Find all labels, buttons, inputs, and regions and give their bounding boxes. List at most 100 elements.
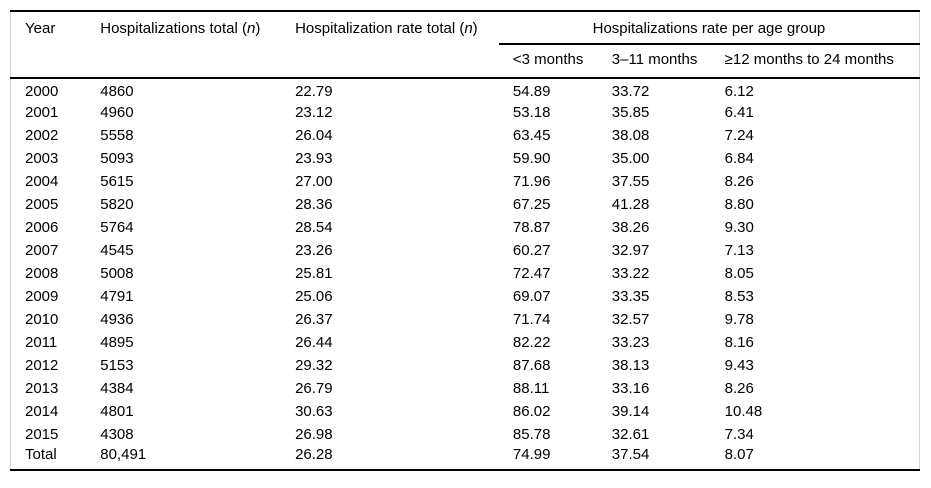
cell-hospitalizations-total: 5558	[100, 127, 134, 144]
table-row: 2010 4936 26.37 71.74 32.57 9.78	[11, 308, 920, 331]
cell-hospitalization-rate-total: 23.26	[295, 242, 333, 259]
cell-rate-under-3-months: 71.96	[512, 173, 551, 190]
cell-hospitalization-rate-total: 26.79	[295, 380, 333, 397]
table-body: 2000 4860 22.79 54.89 33.72 6.12 2001 4960 23.12…	[11, 78, 920, 470]
cell-rate-12-to-24-months: 8.53	[724, 288, 754, 305]
cell-rate-under-3-months: 67.25	[512, 196, 551, 213]
header-row-sub: <3 months 3–11 months ≥12 months to 24 m…	[11, 44, 920, 79]
cell-rate-3-11-months: 32.57	[611, 311, 650, 328]
cell-year: 2009	[25, 288, 59, 305]
table-header: Year Hospitalizations total (n) Hospital…	[10, 11, 920, 79]
cell-hospitalizations-total: 4308	[100, 426, 134, 443]
cell-rate-12-to-24-months: 8.16	[724, 334, 754, 351]
cell-year: 2013	[25, 380, 59, 397]
cell-rate-12-to-24-months: 6.41	[724, 104, 754, 121]
table-row: 2008 5008 25.81 72.47 33.22 8.05	[11, 262, 920, 285]
cell-rate-3-11-months: 35.85	[611, 104, 650, 121]
cell-hospitalizations-total: 5615	[100, 173, 134, 190]
table-row: 2012 5153 29.32 87.68 38.13 9.43	[11, 354, 920, 377]
cell-rate-under-3-months: 72.47	[512, 265, 551, 282]
cell-rate-12-to-24-months: 9.78	[724, 311, 754, 328]
cell-hospitalization-rate-total: 26.98	[295, 426, 333, 443]
column-header-hosp-total-n-italic: n	[246, 20, 256, 37]
cell-rate-under-3-months: 71.74	[512, 311, 551, 328]
column-header-12-24-months-label: ≥12 months to 24 months	[724, 51, 894, 68]
cell-rate-3-11-months: 33.72	[611, 83, 650, 100]
column-header-3-11-months-label: 3–11 months	[611, 51, 698, 68]
cell-hospitalizations-total: 80,491	[100, 446, 147, 463]
cell-hospitalizations-total: 5093	[100, 150, 134, 167]
table-row: 2015 4308 26.98 85.78 32.61 7.34	[11, 423, 920, 446]
cell-rate-3-11-months: 33.35	[611, 288, 650, 305]
column-group-header-age-group-label: Hospitalizations rate per age group	[592, 20, 826, 37]
cell-rate-3-11-months: 33.16	[611, 380, 650, 397]
cell-hospitalizations-total: 4384	[100, 380, 134, 397]
cell-year: 2000	[25, 83, 59, 100]
column-header-year: Year	[10, 11, 87, 79]
table-row: 2013 4384 26.79 88.11 33.16 8.26	[11, 377, 920, 400]
cell-rate-under-3-months: 88.11	[512, 380, 550, 397]
table-row: 2011 4895 26.44 82.22 33.23 8.16	[11, 331, 920, 354]
cell-hospitalizations-total: 4860	[100, 83, 134, 100]
cell-hospitalization-rate-total: 23.12	[295, 104, 333, 121]
cell-rate-under-3-months: 74.99	[512, 446, 551, 463]
cell-rate-under-3-months: 87.68	[512, 357, 551, 374]
table-row: 2009 4791 25.06 69.07 33.35 8.53	[11, 285, 920, 308]
cell-rate-3-11-months: 37.54	[611, 446, 650, 463]
column-header-hosp-total-text: Hospitalizations total (	[100, 20, 247, 37]
cell-year: Total	[25, 446, 57, 463]
cell-rate-3-11-months: 38.13	[611, 357, 650, 374]
cell-hospitalizations-total: 4960	[100, 104, 134, 121]
cell-rate-3-11-months: 37.55	[611, 173, 650, 190]
cell-rate-12-to-24-months: 9.43	[724, 357, 754, 374]
table-row: 2001 4960 23.12 53.18 35.85 6.41	[11, 101, 920, 124]
column-header-3-11-months: 3–11 months	[597, 44, 711, 79]
cell-hospitalizations-total: 4791	[100, 288, 134, 305]
cell-rate-under-3-months: 78.87	[512, 219, 551, 236]
cell-rate-12-to-24-months: 8.26	[724, 173, 754, 190]
cell-rate-under-3-months: 85.78	[512, 426, 551, 443]
cell-hospitalizations-total: 4895	[100, 334, 134, 351]
cell-hospitalization-rate-total: 26.28	[295, 446, 333, 463]
cell-rate-3-11-months: 35.00	[611, 150, 650, 167]
cell-year: 2012	[25, 357, 59, 374]
cell-rate-under-3-months: 69.07	[512, 288, 551, 305]
cell-hospitalization-rate-total: 28.54	[295, 219, 333, 236]
cell-hospitalization-rate-total: 28.36	[295, 196, 333, 213]
cell-year: 2011	[25, 334, 58, 351]
cell-rate-3-11-months: 38.08	[611, 127, 650, 144]
table-row: 2003 5093 23.93 59.90 35.00 6.84	[11, 147, 920, 170]
cell-rate-under-3-months: 54.89	[512, 83, 551, 100]
table-row: 2000 4860 22.79 54.89 33.72 6.12	[11, 78, 920, 101]
cell-year: 2004	[25, 173, 59, 190]
cell-hospitalizations-total: 4545	[100, 242, 134, 259]
cell-year: 2007	[25, 242, 59, 259]
cell-hospitalizations-total: 4936	[100, 311, 134, 328]
column-header-12-24-months: ≥12 months to 24 months	[710, 44, 920, 79]
cell-hospitalization-rate-total: 25.81	[295, 265, 333, 282]
column-header-hospitalization-rate-total: Hospitalization rate total (n)	[281, 11, 499, 79]
cell-year: 2014	[25, 403, 59, 420]
column-header-rate-total-n-italic: n	[464, 20, 473, 37]
cell-rate-3-11-months: 33.23	[611, 334, 650, 351]
cell-year: 2001	[25, 104, 59, 121]
column-header-under-3-months: <3 months	[498, 44, 598, 79]
header-row-main: Year Hospitalizations total (n) Hospital…	[10, 11, 920, 79]
cell-rate-12-to-24-months: 6.12	[724, 83, 754, 100]
cell-rate-3-11-months: 33.22	[611, 265, 650, 282]
cell-rate-3-11-months: 41.28	[611, 196, 650, 213]
cell-hospitalization-rate-total: 22.79	[295, 83, 333, 100]
cell-rate-12-to-24-months: 7.24	[724, 127, 754, 144]
cell-hospitalizations-total: 4801	[100, 403, 134, 420]
cell-rate-12-to-24-months: 8.05	[724, 265, 754, 282]
cell-rate-under-3-months: 63.45	[512, 127, 551, 144]
cell-year: 2015	[25, 426, 59, 443]
cell-year: 2006	[25, 219, 59, 236]
cell-hospitalization-rate-total: 30.63	[295, 403, 333, 420]
hospitalizations-table-container: Year Hospitalizations total (n) Hospital…	[10, 10, 920, 471]
hospitalizations-table: Year Hospitalizations total (n) Hospital…	[10, 10, 920, 471]
column-header-year-label: Year	[25, 20, 56, 37]
table-row: 2007 4545 23.26 60.27 32.97 7.13	[11, 239, 920, 262]
column-header-under-3-months-label: <3 months	[512, 51, 584, 68]
column-header-hospitalizations-total: Hospitalizations total (n)	[86, 11, 282, 79]
